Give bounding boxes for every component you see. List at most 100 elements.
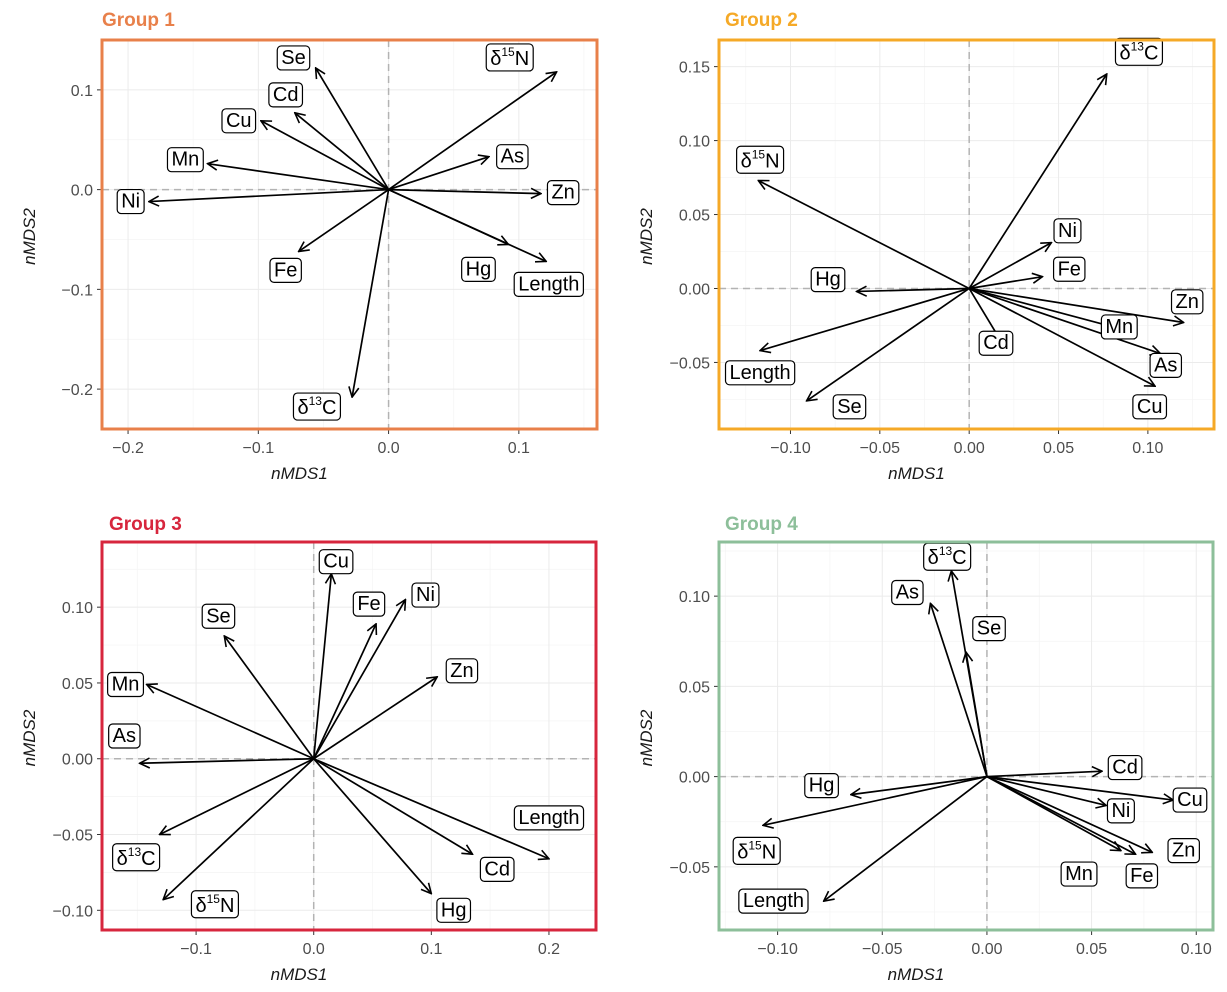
vector-label-δ15N: δ15N bbox=[190, 890, 239, 919]
label-text: Length bbox=[518, 273, 579, 295]
vector-arrow-Mn bbox=[147, 684, 315, 760]
vector-label-Cd: Cd bbox=[978, 330, 1014, 356]
label-box bbox=[445, 658, 479, 684]
label-base: Zn bbox=[1172, 840, 1195, 862]
y-tick-label: −0.1 bbox=[61, 282, 93, 299]
label-box bbox=[1106, 798, 1135, 824]
vector-arrow-Length bbox=[824, 775, 988, 902]
vector-label-Ni: Ni bbox=[1106, 798, 1135, 824]
vector-label-Hg: Hg bbox=[436, 897, 472, 923]
label-text: Fe bbox=[357, 593, 380, 615]
vector-label-Cd: Cd bbox=[479, 856, 515, 882]
label-box bbox=[292, 392, 342, 421]
vector-label-δ13C: δ13C bbox=[923, 542, 972, 571]
label-superscript: 13 bbox=[1131, 39, 1145, 53]
label-superscript: 15 bbox=[501, 45, 515, 59]
vector-label-Mn: Mn bbox=[166, 147, 204, 173]
x-tick-label: 0.2 bbox=[538, 941, 560, 958]
x-tick-label: −0.05 bbox=[862, 941, 903, 958]
panel-4: Group 4 −0.10 −0.05 0.00 0.05 0.10 −0.05 0.00 0.… bbox=[637, 514, 1215, 984]
label-superscript: 15 bbox=[207, 892, 221, 906]
panel-border bbox=[100, 38, 599, 431]
vector-label-δ15N: δ15N bbox=[485, 43, 534, 72]
label-base: Zn bbox=[1176, 291, 1199, 313]
x-tick-label: −0.2 bbox=[112, 440, 144, 457]
y-tick-label: 0.00 bbox=[62, 752, 93, 769]
vector-label-Cu: Cu bbox=[221, 108, 257, 134]
x-tick-label: 0.0 bbox=[303, 941, 325, 958]
vector-label-Length: Length bbox=[513, 271, 584, 297]
label-text: As bbox=[113, 725, 136, 747]
label-text: As bbox=[1154, 354, 1177, 376]
y-tick-label: −0.05 bbox=[670, 355, 711, 372]
y-axis-title: nMDS2 bbox=[637, 709, 656, 766]
label-base: Fe bbox=[1130, 865, 1153, 887]
label-base: Hg bbox=[441, 899, 467, 921]
label-text: Ni bbox=[1058, 220, 1077, 242]
x-tick-label: −0.1 bbox=[243, 440, 275, 457]
label-text: Hg bbox=[466, 258, 492, 280]
label-base: Cu bbox=[1177, 789, 1203, 811]
vector-arrow-Se bbox=[807, 287, 970, 400]
x-tick-label: 0.10 bbox=[1181, 941, 1212, 958]
label-base: Ni bbox=[121, 191, 140, 213]
label-text: Cu bbox=[323, 551, 349, 573]
label-text: δ15N bbox=[490, 45, 529, 70]
label-text: Se bbox=[837, 396, 861, 418]
vector-label-As: As bbox=[891, 579, 924, 606]
vector-label-Hg: Hg bbox=[810, 267, 846, 293]
vector-arrow-Cu bbox=[968, 287, 1155, 386]
y-tick-label: 0.00 bbox=[679, 770, 710, 787]
label-superscript: 13 bbox=[939, 544, 953, 558]
vector-label-Ni: Ni bbox=[411, 582, 440, 608]
y-tick-label: 0.10 bbox=[62, 600, 93, 617]
label-base: Se bbox=[206, 605, 230, 627]
vector-arrow-Length bbox=[313, 757, 549, 859]
label-text: Cu bbox=[226, 110, 252, 132]
label-text: Length bbox=[730, 362, 791, 384]
label-box bbox=[276, 45, 311, 71]
label-text: Cd bbox=[484, 858, 510, 880]
label-element: C bbox=[952, 547, 966, 569]
label-box bbox=[1132, 394, 1168, 420]
label-base: Cu bbox=[226, 110, 252, 132]
label-text: Se bbox=[281, 47, 305, 69]
vector-arrow-δ15N bbox=[758, 181, 970, 290]
label-base: Cd bbox=[484, 858, 510, 880]
label-base: Mn bbox=[112, 673, 140, 695]
label-superscript: 15 bbox=[748, 838, 762, 852]
label-base: Length bbox=[518, 807, 579, 829]
label-box bbox=[221, 108, 257, 134]
vector-arrow-Ni bbox=[312, 600, 406, 760]
label-box bbox=[1107, 754, 1143, 781]
vector-arrow-As bbox=[388, 157, 489, 191]
label-box bbox=[513, 271, 584, 297]
vector-label-As: As bbox=[108, 723, 141, 749]
x-tick-label: −0.10 bbox=[757, 941, 798, 958]
label-text: Ni bbox=[416, 584, 435, 606]
vector-label-δ15N: δ15N bbox=[736, 145, 785, 174]
vector-label-δ13C: δ13C bbox=[112, 843, 161, 872]
label-base: δ bbox=[117, 848, 128, 870]
x-tick-label: −0.10 bbox=[770, 440, 811, 457]
vector-label-Cu: Cu bbox=[1132, 394, 1168, 420]
label-box bbox=[972, 616, 1006, 642]
panel-border bbox=[717, 38, 1216, 431]
vector-label-Fe: Fe bbox=[1125, 863, 1159, 889]
label-text: As bbox=[896, 582, 919, 604]
label-text: Se bbox=[977, 618, 1001, 640]
label-text: Mn bbox=[1105, 316, 1133, 338]
x-tick-label: 0.1 bbox=[420, 941, 442, 958]
vector-arrow-Hg bbox=[851, 775, 988, 795]
x-axis-title: nMDS1 bbox=[888, 965, 945, 984]
label-box bbox=[738, 888, 809, 914]
label-base: Se bbox=[281, 47, 305, 69]
label-box bbox=[436, 897, 472, 923]
vector-label-Fe: Fe bbox=[352, 591, 386, 617]
label-text: Cd bbox=[273, 84, 299, 106]
x-tick-label: −0.1 bbox=[180, 941, 212, 958]
label-base: δ bbox=[928, 547, 939, 569]
label-element: N bbox=[220, 895, 234, 917]
vector-label-Se: Se bbox=[972, 616, 1006, 642]
label-box bbox=[1052, 256, 1086, 282]
